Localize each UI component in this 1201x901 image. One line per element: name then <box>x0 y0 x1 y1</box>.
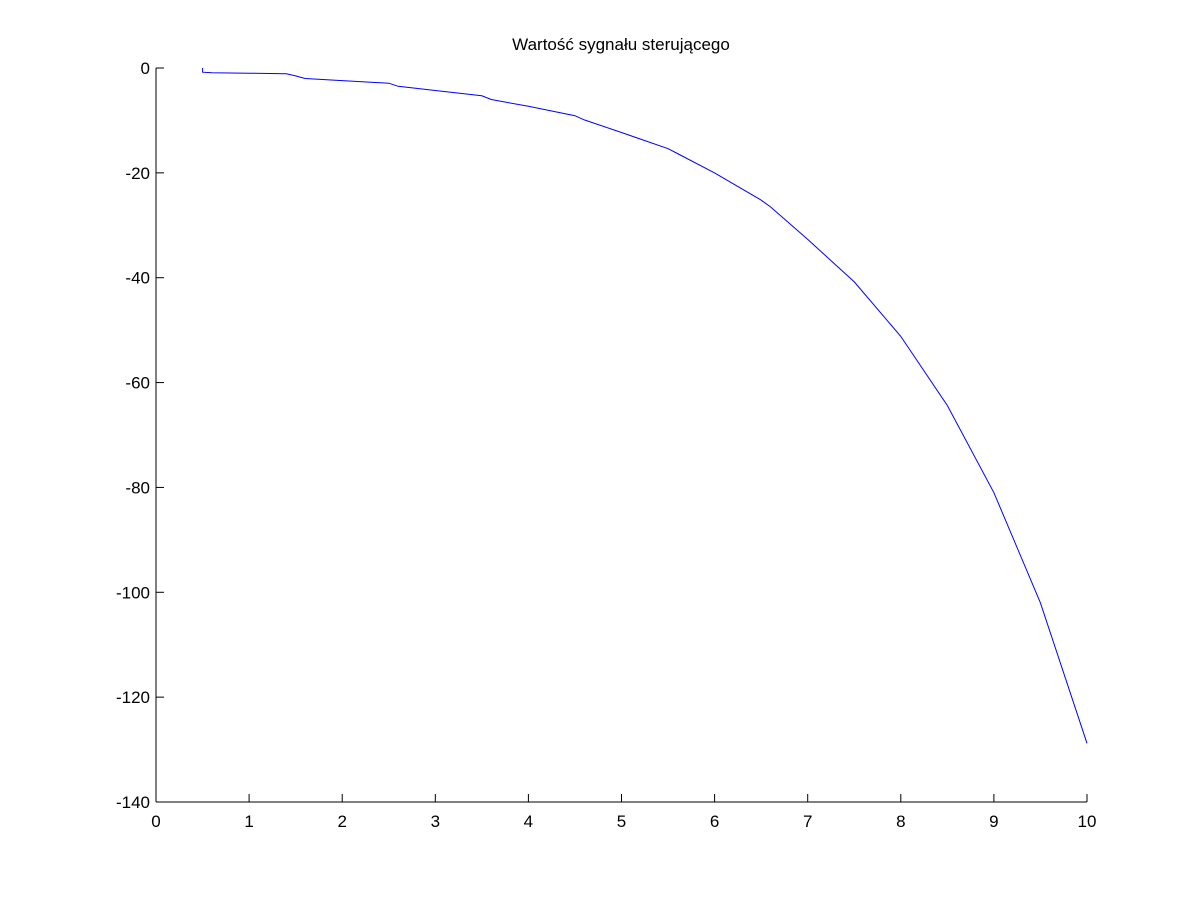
y-tick-label: -40 <box>125 269 150 288</box>
y-tick-label: -140 <box>116 793 150 812</box>
x-tick-label: 5 <box>617 812 626 831</box>
x-axis-ticks: 0 1 2 3 4 5 6 7 8 9 10 <box>151 794 1096 831</box>
y-tick-label: -20 <box>125 164 150 183</box>
x-tick-label: 10 <box>1078 812 1097 831</box>
x-tick-label: 9 <box>989 812 998 831</box>
y-tick-label: -120 <box>116 688 150 707</box>
x-tick-label: 8 <box>896 812 905 831</box>
x-tick-label: 6 <box>710 812 719 831</box>
chart-title: Wartość sygnału sterującego <box>512 35 730 54</box>
x-tick-label: 0 <box>151 812 160 831</box>
x-tick-label: 4 <box>524 812 533 831</box>
x-tick-label: 1 <box>244 812 253 831</box>
x-tick-label: 7 <box>803 812 812 831</box>
y-axis-ticks: 0 -20 -40 -60 -80 -100 -120 -140 <box>116 59 164 812</box>
y-tick-label: -80 <box>125 478 150 497</box>
y-tick-label: -100 <box>116 583 150 602</box>
series-line <box>202 68 1088 744</box>
x-tick-label: 3 <box>431 812 440 831</box>
series-layer <box>202 68 1088 744</box>
y-tick-label: -60 <box>125 374 150 393</box>
y-tick-label: 0 <box>141 59 150 78</box>
x-tick-label: 2 <box>337 812 346 831</box>
